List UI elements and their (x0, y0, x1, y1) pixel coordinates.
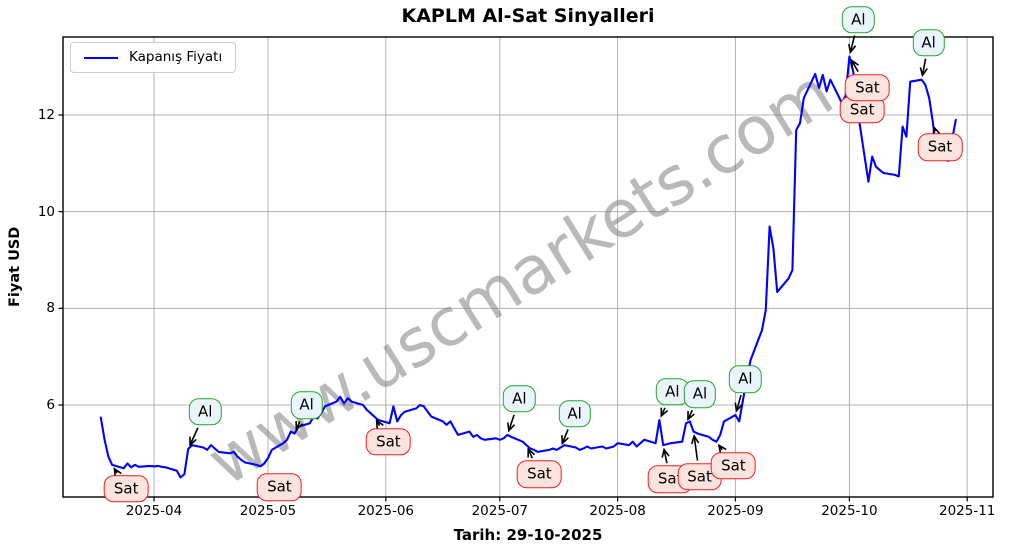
y-tick-label: 10 (37, 203, 55, 220)
sell-signal-label: Sat (917, 133, 963, 161)
price-line (99, 55, 957, 479)
sell-signal-label: Sat (517, 460, 562, 488)
x-axis-label: Tarih: 29-10-2025 (453, 526, 603, 544)
y-axis-label: Fiyat USD (7, 226, 23, 308)
watermark: www.uscmarkets.com (195, 54, 846, 501)
y-tick-label: 6 (46, 396, 55, 413)
x-tick-label: 2025-08 (589, 503, 646, 519)
buy-signal-label: Al (188, 398, 222, 426)
sell-signal-label: Sat (845, 73, 890, 102)
sell-signal-label: Sat (711, 451, 756, 480)
legend-label: Kapanış Fiyatı (129, 48, 223, 65)
buy-signal-label: Al (656, 378, 689, 406)
buy-signal-label: Al (729, 365, 762, 393)
x-tick-label: 2025-04 (125, 503, 183, 519)
chart-title: KAPLM Al-Sat Sinyalleri (401, 5, 655, 27)
x-tick-label: 2025-05 (239, 503, 297, 519)
x-tick-label: 2025-06 (357, 503, 414, 519)
legend: Kapanış Fiyatı (70, 42, 237, 73)
sell-signal-label: Sat (257, 473, 302, 502)
sell-signal-label: Sat (366, 427, 411, 456)
buy-signal-label: Al (503, 385, 536, 413)
buy-signal-label: Al (558, 399, 591, 428)
y-tick-label: 8 (46, 300, 55, 317)
legend-line-sample (84, 56, 118, 59)
sell-signal-label: Sat (103, 475, 149, 503)
x-tick-label: 2025-11 (938, 503, 996, 519)
buy-signal-label: Al (842, 5, 875, 34)
x-tick-label: 2025-09 (707, 503, 764, 519)
buy-signal-label: Al (290, 391, 323, 420)
x-tick-label: 2025-07 (471, 503, 528, 519)
buy-signal-label: Al (683, 380, 717, 409)
y-tick-label: 12 (37, 107, 55, 123)
x-tick-label: 2025-10 (821, 503, 878, 519)
buy-signal-label: Al (912, 28, 945, 57)
axes-frame (58, 36, 994, 502)
